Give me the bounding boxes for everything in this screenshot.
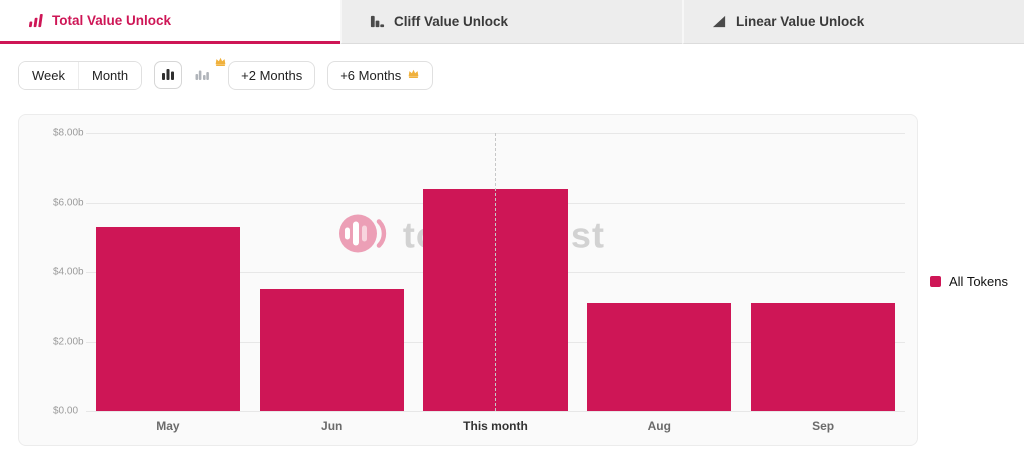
gridline bbox=[86, 411, 905, 412]
linear-unlock-ramp-icon bbox=[712, 14, 727, 29]
period-toggle-group: Week Month bbox=[18, 60, 143, 90]
bar-slot bbox=[741, 133, 905, 411]
grouped-bar-chart-icon bbox=[194, 66, 210, 85]
plot-area: tokenomist bbox=[86, 133, 905, 412]
x-tick-label: This month bbox=[463, 419, 528, 433]
y-tick-label: $0.00 bbox=[53, 405, 79, 417]
bar-may[interactable] bbox=[95, 226, 240, 411]
current-date-dashed-line bbox=[495, 133, 497, 411]
chart-panel: $8.00b $6.00b $4.00b $2.00b $0.00 tokenomist bbox=[18, 114, 918, 446]
bar-chart-type-button[interactable] bbox=[154, 61, 183, 89]
chart-toolbar: Week Month +2 Months +6 Months bbox=[18, 57, 1024, 90]
bars bbox=[86, 133, 905, 411]
tab-label: Linear Value Unlock bbox=[736, 14, 865, 29]
bar-chart-icon bbox=[160, 66, 176, 85]
month-button[interactable]: Month bbox=[78, 61, 142, 89]
y-axis: $8.00b $6.00b $4.00b $2.00b $0.00 bbox=[19, 128, 84, 417]
bar-slot bbox=[414, 133, 578, 411]
total-unlock-bars-icon bbox=[28, 13, 43, 28]
bar-sep[interactable] bbox=[751, 303, 896, 411]
bar-jun[interactable] bbox=[259, 289, 404, 411]
x-tick-label: Jun bbox=[321, 419, 343, 433]
chart-type-group bbox=[154, 57, 226, 89]
y-tick-label: $8.00b bbox=[53, 127, 84, 139]
plus-2-months-label: +2 Months bbox=[241, 67, 303, 83]
chart-content: $8.00b $6.00b $4.00b $2.00b $0.00 tokenomist bbox=[18, 114, 1024, 446]
tab-total-value-unlock[interactable]: Total Value Unlock bbox=[0, 0, 340, 44]
plus-2-months-button[interactable]: +2 Months bbox=[228, 60, 316, 90]
y-tick-label: $6.00b bbox=[53, 197, 84, 208]
legend-swatch bbox=[930, 275, 941, 287]
x-axis-labels: May Jun This month Aug Sep bbox=[86, 419, 905, 437]
tab-bar: Total Value Unlock Cliff Value Unlock Li… bbox=[0, 0, 1024, 44]
x-tick-label: Aug bbox=[647, 419, 671, 433]
legend-label: All Tokens bbox=[949, 273, 1009, 289]
y-tick-label: $4.00b bbox=[53, 266, 84, 278]
bar-slot bbox=[250, 133, 414, 411]
cliff-unlock-steps-icon bbox=[370, 14, 385, 29]
plus-6-months-label: +6 Months bbox=[340, 67, 402, 83]
tab-linear-value-unlock[interactable]: Linear Value Unlock bbox=[682, 0, 1024, 44]
bar-slot bbox=[86, 133, 250, 411]
tab-label: Cliff Value Unlock bbox=[394, 14, 509, 29]
premium-crown-icon bbox=[214, 55, 227, 68]
bar-slot bbox=[577, 133, 741, 411]
y-tick-label: $2.00b bbox=[53, 336, 84, 347]
x-tick-label: May bbox=[156, 419, 180, 433]
legend: All Tokens bbox=[930, 114, 1008, 446]
x-tick-label: Sep bbox=[812, 419, 835, 433]
week-button[interactable]: Week bbox=[19, 61, 78, 89]
tab-cliff-value-unlock[interactable]: Cliff Value Unlock bbox=[340, 0, 682, 44]
premium-crown-icon bbox=[407, 67, 420, 83]
bar-aug[interactable] bbox=[587, 303, 732, 411]
tab-label: Total Value Unlock bbox=[52, 13, 172, 28]
grouped-chart-type-button[interactable] bbox=[188, 57, 226, 89]
plus-6-months-button[interactable]: +6 Months bbox=[327, 60, 434, 90]
